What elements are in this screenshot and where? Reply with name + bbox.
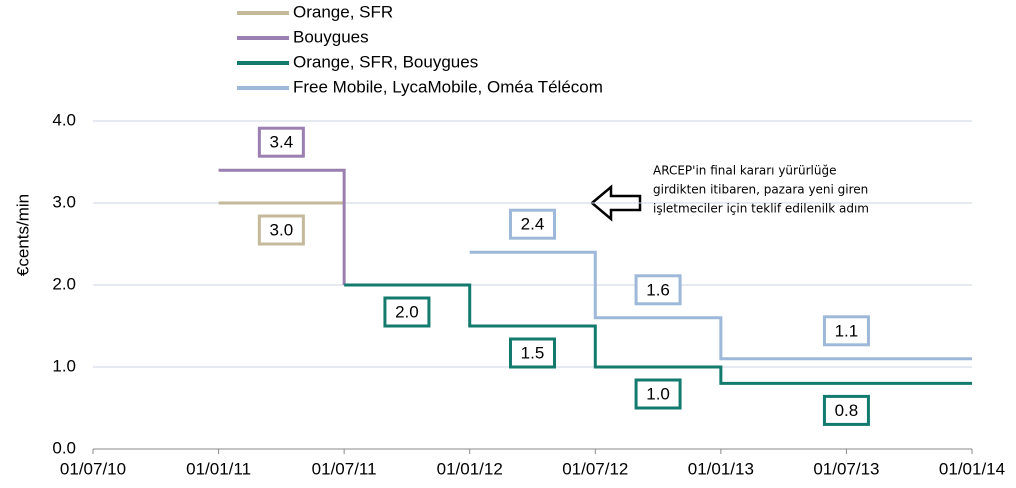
data-label-box [509, 337, 556, 369]
legend-label: Free Mobile, LycaMobile, Oméa Télécom [293, 77, 603, 96]
data-label-box [257, 126, 305, 158]
y-tick-label: 0.0 [52, 438, 76, 457]
legend-label: Orange, SFR, Bouygues [293, 52, 478, 71]
data-label: 1.1 [835, 321, 859, 340]
legend-label: Bouygues [293, 27, 369, 46]
data-label-box [822, 315, 870, 347]
data-label-box [634, 378, 682, 410]
data-label-box [822, 394, 870, 426]
data-label-box [509, 208, 556, 240]
annotation-text: ARCEP'in final kararı yürürlüğe [653, 164, 836, 178]
x-tick-label: 01/07/12 [562, 459, 628, 478]
x-tick-label: 01/01/14 [939, 459, 1005, 478]
data-label: 2.4 [521, 215, 545, 234]
legend-label: Orange, SFR [293, 2, 393, 21]
data-label-box [257, 214, 305, 246]
data-label-box [383, 296, 431, 328]
data-label-box [634, 274, 682, 306]
step-line [469, 250, 972, 361]
data-label: 1.5 [521, 343, 545, 362]
data-label: 1.6 [646, 280, 670, 299]
data-label: 1.0 [646, 384, 670, 403]
y-tick-label: 1.0 [52, 356, 76, 375]
annotation-text: işletmeciler için teklif edilenilk adım [653, 202, 869, 216]
step-line [344, 283, 972, 385]
data-label: 0.8 [835, 401, 859, 420]
x-tick-label: 01/07/13 [813, 459, 879, 478]
annotation-text: girdikten itibaren, pazara yeni giren [653, 183, 868, 197]
x-tick-label: 01/01/12 [437, 459, 503, 478]
x-tick-label: 01/01/11 [186, 459, 251, 478]
x-tick-label: 01/07/11 [312, 459, 377, 478]
x-tick-label: 01/01/13 [688, 459, 754, 478]
data-label: 3.4 [270, 133, 294, 152]
y-tick-label: 2.0 [52, 274, 76, 293]
y-tick-label: 3.0 [52, 192, 76, 211]
x-tick-label: 01/07/10 [60, 459, 126, 478]
data-label: 2.0 [395, 302, 419, 321]
step-line [218, 168, 346, 285]
y-axis-label: €cents/min [13, 194, 32, 276]
y-tick-label: 4.0 [52, 110, 76, 129]
data-label: 3.0 [270, 220, 294, 239]
